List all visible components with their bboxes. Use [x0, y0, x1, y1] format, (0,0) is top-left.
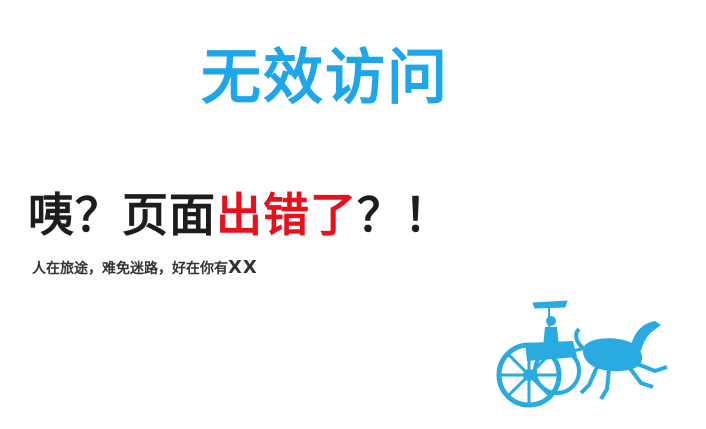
error-subline: 人在旅途，难免迷路，好在你有XX	[32, 259, 258, 277]
headline-part-1: 咦？页面	[28, 188, 216, 242]
chariot-horse-icon	[496, 300, 668, 408]
headline-part-2: 出错了	[216, 188, 357, 242]
error-headline: 咦？页面出错了？！	[28, 192, 451, 238]
subline-brand: XX	[228, 257, 258, 278]
headline-part-3: ？！	[357, 188, 451, 242]
page-title: 无效访问	[201, 43, 449, 113]
subline-text: 人在旅途，难免迷路，好在你有	[32, 261, 228, 277]
